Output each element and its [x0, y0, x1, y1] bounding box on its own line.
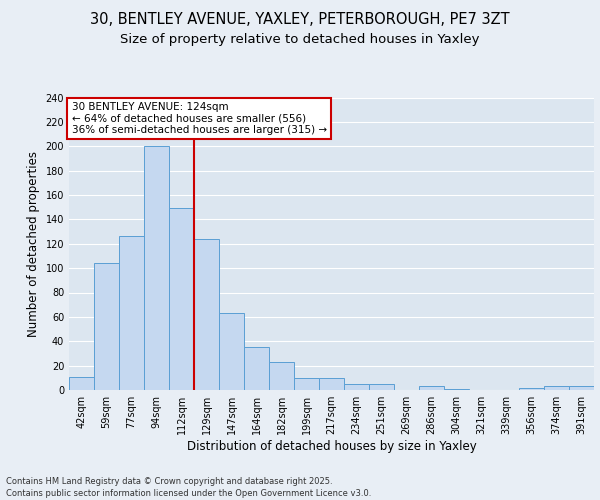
- Bar: [519, 388, 544, 390]
- Text: 30, BENTLEY AVENUE, YAXLEY, PETERBOROUGH, PE7 3ZT: 30, BENTLEY AVENUE, YAXLEY, PETERBOROUGH…: [90, 12, 510, 28]
- Text: Size of property relative to detached houses in Yaxley: Size of property relative to detached ho…: [120, 32, 480, 46]
- Bar: [119, 236, 144, 390]
- Bar: [294, 378, 319, 390]
- Text: 30 BENTLEY AVENUE: 124sqm
← 64% of detached houses are smaller (556)
36% of semi: 30 BENTLEY AVENUE: 124sqm ← 64% of detac…: [71, 102, 327, 135]
- Bar: [569, 386, 594, 390]
- Bar: [344, 384, 369, 390]
- Bar: [269, 362, 294, 390]
- Bar: [94, 263, 119, 390]
- Bar: [369, 384, 394, 390]
- Bar: [194, 239, 219, 390]
- Bar: [419, 386, 444, 390]
- Bar: [144, 146, 169, 390]
- Text: Contains HM Land Registry data © Crown copyright and database right 2025.
Contai: Contains HM Land Registry data © Crown c…: [6, 476, 371, 498]
- Bar: [219, 313, 244, 390]
- Bar: [69, 376, 94, 390]
- Bar: [544, 386, 569, 390]
- Y-axis label: Number of detached properties: Number of detached properties: [27, 151, 40, 337]
- Bar: [169, 208, 194, 390]
- Bar: [244, 348, 269, 390]
- Bar: [319, 378, 344, 390]
- X-axis label: Distribution of detached houses by size in Yaxley: Distribution of detached houses by size …: [187, 440, 476, 453]
- Bar: [444, 389, 469, 390]
